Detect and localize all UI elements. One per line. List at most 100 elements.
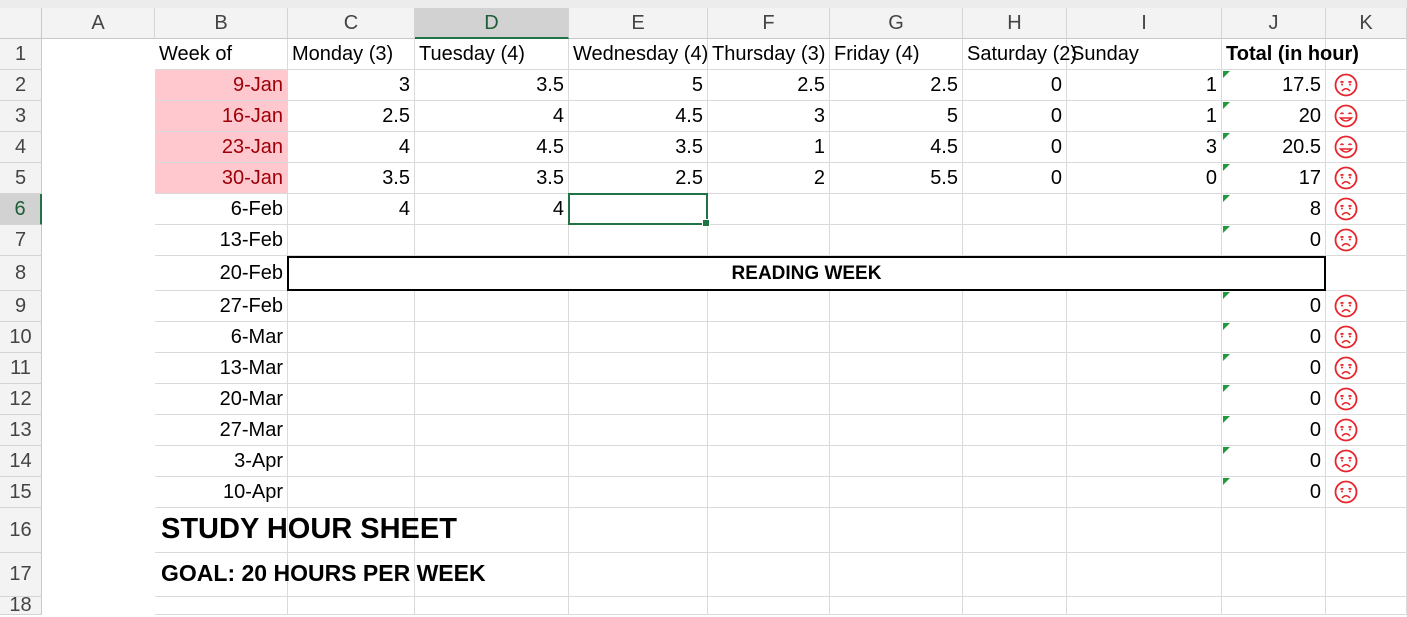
total-cell[interactable]: 20.5 <box>1222 132 1326 163</box>
row-header-12[interactable]: 12 <box>0 384 42 415</box>
day-cell-thu[interactable] <box>708 291 830 322</box>
total-cell[interactable]: 0 <box>1222 291 1326 322</box>
column-header-h[interactable]: H <box>963 8 1067 39</box>
header-tuesday[interactable]: Tuesday (4) <box>415 39 569 70</box>
week-of-cell[interactable]: 3-Apr <box>155 446 288 477</box>
week-of-cell[interactable]: 27-Mar <box>155 415 288 446</box>
row-header-16[interactable]: 16 <box>0 508 42 553</box>
header-monday[interactable]: Monday (3) <box>288 39 415 70</box>
grid-cell[interactable] <box>830 597 963 615</box>
total-cell[interactable]: 0 <box>1222 477 1326 508</box>
day-cell-sun[interactable] <box>1067 477 1222 508</box>
row-header-18[interactable]: 18 <box>0 594 42 616</box>
grid-cell[interactable] <box>1067 597 1222 615</box>
day-cell-wed[interactable] <box>569 322 708 353</box>
week-of-cell[interactable]: 6-Mar <box>155 322 288 353</box>
row-header-8[interactable]: 8 <box>0 256 42 291</box>
grid-cell[interactable] <box>830 553 963 597</box>
column-header-a[interactable]: A <box>42 8 155 39</box>
grid-cell[interactable] <box>1326 553 1407 597</box>
day-cell-sun[interactable]: 3 <box>1067 132 1222 163</box>
column-header-d[interactable]: D <box>415 8 569 39</box>
day-cell-sat[interactable] <box>963 353 1067 384</box>
grid-cell[interactable] <box>1326 508 1407 553</box>
week-of-cell[interactable]: 27-Feb <box>155 291 288 322</box>
day-cell-wed[interactable] <box>569 291 708 322</box>
week-of-cell[interactable]: 23-Jan <box>155 132 288 163</box>
day-cell-sat[interactable] <box>963 322 1067 353</box>
day-cell-sun[interactable] <box>1067 446 1222 477</box>
grid-cell[interactable] <box>415 597 569 615</box>
day-cell-fri[interactable]: 5 <box>830 101 963 132</box>
day-cell-sun[interactable] <box>1067 384 1222 415</box>
column-header-e[interactable]: E <box>569 8 708 39</box>
day-cell-thu[interactable] <box>708 384 830 415</box>
total-cell[interactable]: 0 <box>1222 225 1326 256</box>
row-header-14[interactable]: 14 <box>0 446 42 477</box>
day-cell-sun[interactable] <box>1067 291 1222 322</box>
grid-cell[interactable] <box>1222 553 1326 597</box>
day-cell-tue[interactable]: 4 <box>415 101 569 132</box>
grid-cell[interactable] <box>155 553 288 597</box>
week-of-cell[interactable]: 6-Feb <box>155 194 288 225</box>
day-cell-fri[interactable]: 4.5 <box>830 132 963 163</box>
day-cell-tue[interactable] <box>415 225 569 256</box>
day-cell-fri[interactable] <box>830 225 963 256</box>
day-cell-sat[interactable]: 0 <box>963 163 1067 194</box>
day-cell-sat[interactable]: 0 <box>963 132 1067 163</box>
day-cell-fri[interactable] <box>830 291 963 322</box>
day-cell-fri[interactable] <box>830 353 963 384</box>
column-header-b[interactable]: B <box>155 8 288 39</box>
day-cell-tue[interactable]: 4 <box>415 194 569 225</box>
day-cell-sat[interactable] <box>963 384 1067 415</box>
day-cell-sun[interactable]: 1 <box>1067 101 1222 132</box>
column-header-i[interactable]: I <box>1067 8 1222 39</box>
day-cell-thu[interactable]: 1 <box>708 132 830 163</box>
column-header-f[interactable]: F <box>708 8 830 39</box>
day-cell-sun[interactable] <box>1067 415 1222 446</box>
grid-cell[interactable] <box>569 597 708 615</box>
day-cell-tue[interactable] <box>415 353 569 384</box>
grid-cell[interactable] <box>569 508 708 553</box>
total-cell[interactable]: 17.5 <box>1222 70 1326 101</box>
grid-cell[interactable] <box>1067 508 1222 553</box>
day-cell-tue[interactable] <box>415 291 569 322</box>
day-cell-mon[interactable]: 3 <box>288 70 415 101</box>
day-cell-thu[interactable] <box>708 477 830 508</box>
row-header-15[interactable]: 15 <box>0 477 42 508</box>
row-header-2[interactable]: 2 <box>0 70 42 101</box>
column-header-g[interactable]: G <box>830 8 963 39</box>
day-cell-sat[interactable] <box>963 225 1067 256</box>
total-cell[interactable]: 17 <box>1222 163 1326 194</box>
grid-cell[interactable] <box>963 597 1067 615</box>
week-of-cell[interactable]: 9-Jan <box>155 70 288 101</box>
week-of-cell[interactable]: 10-Apr <box>155 477 288 508</box>
header-thursday[interactable]: Thursday (3) <box>708 39 830 70</box>
day-cell-fri[interactable] <box>830 446 963 477</box>
day-cell-tue[interactable] <box>415 415 569 446</box>
row-header-3[interactable]: 3 <box>0 101 42 132</box>
day-cell-tue[interactable] <box>415 384 569 415</box>
header-saturday[interactable]: Saturday (2) <box>963 39 1077 70</box>
grid-cell[interactable] <box>288 597 415 615</box>
header-friday[interactable]: Friday (4) <box>830 39 963 70</box>
total-cell[interactable]: 0 <box>1222 446 1326 477</box>
day-cell-thu[interactable] <box>708 194 830 225</box>
day-cell-sun[interactable]: 1 <box>1067 70 1222 101</box>
week-of-cell[interactable]: 13-Feb <box>155 225 288 256</box>
day-cell-wed[interactable]: 5 <box>569 70 708 101</box>
day-cell-mon[interactable] <box>288 415 415 446</box>
day-cell-wed[interactable]: 4.5 <box>569 101 708 132</box>
day-cell-thu[interactable]: 2.5 <box>708 70 830 101</box>
day-cell-sat[interactable] <box>963 194 1067 225</box>
day-cell-mon[interactable]: 2.5 <box>288 101 415 132</box>
day-cell-sat[interactable]: 0 <box>963 101 1067 132</box>
day-cell-sat[interactable] <box>963 415 1067 446</box>
day-cell-tue[interactable] <box>415 446 569 477</box>
header-sunday[interactable]: Sunday <box>1067 39 1222 70</box>
day-cell-sun[interactable] <box>1067 353 1222 384</box>
active-cell-d6[interactable] <box>568 193 710 227</box>
day-cell-wed[interactable]: 3.5 <box>569 132 708 163</box>
grid-cell[interactable] <box>708 597 830 615</box>
